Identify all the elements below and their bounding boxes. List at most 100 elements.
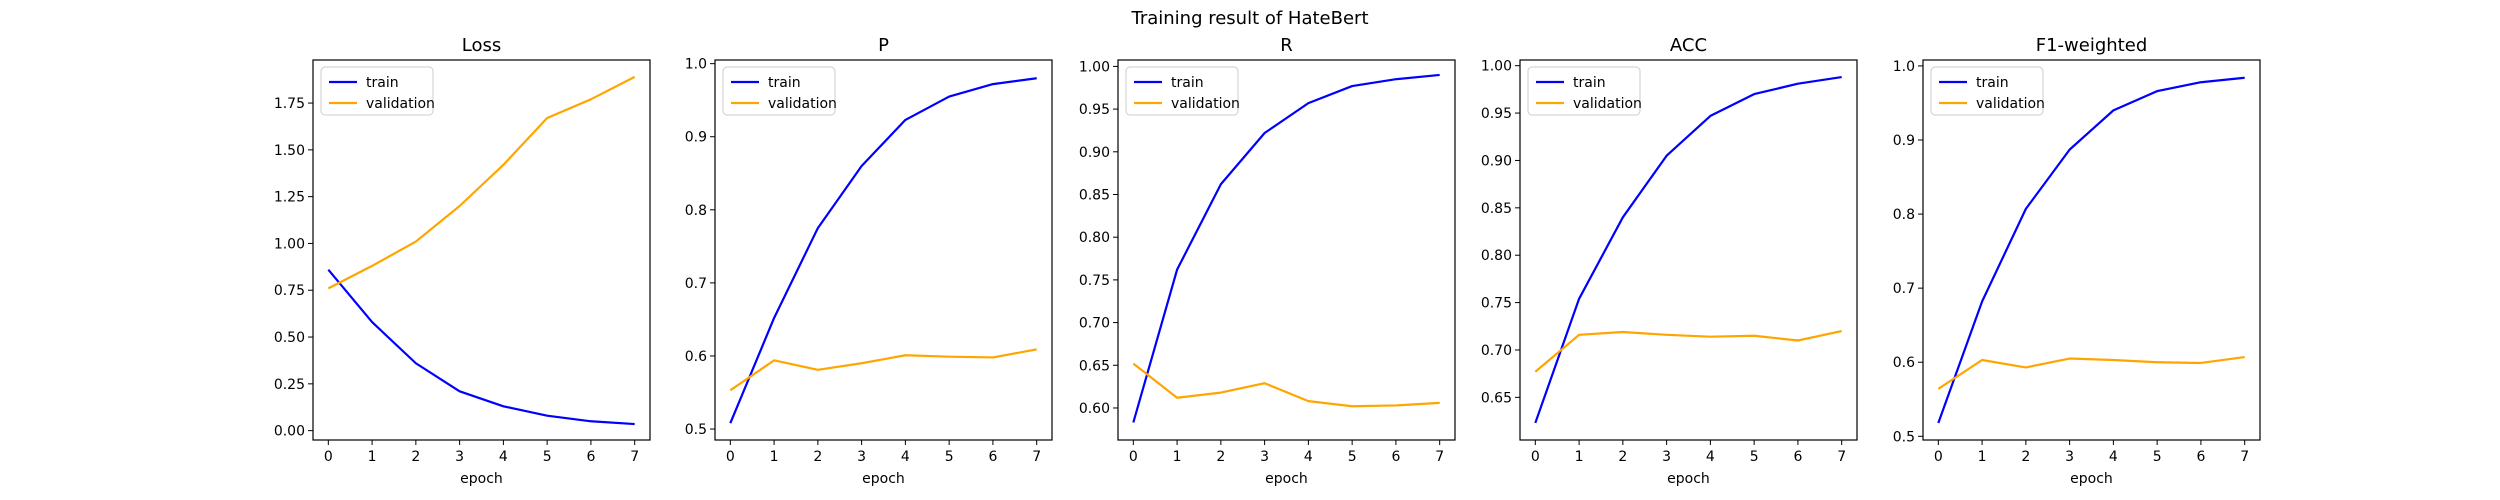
x-tick-label: 5 xyxy=(945,449,954,465)
y-tick-label: 0.50 xyxy=(274,330,305,346)
legend-label-train: train xyxy=(366,75,399,91)
x-tick-label: 5 xyxy=(1750,449,1759,465)
x-axis-label: epoch xyxy=(862,471,905,487)
subplot-title: Loss xyxy=(462,35,501,56)
x-tick-label: 1 xyxy=(1978,449,1987,465)
plot-frame xyxy=(1117,59,1456,441)
y-tick-label: 0.7 xyxy=(1893,281,1915,297)
y-tick-label: 0.75 xyxy=(274,283,305,299)
x-tick-label: 3 xyxy=(455,449,464,465)
series-line-train xyxy=(1937,76,2245,424)
series-line-train xyxy=(1534,75,1842,424)
y-tick-label: 0.9 xyxy=(1893,133,1915,149)
y-tick-label: 0.85 xyxy=(1481,201,1512,217)
y-tick-label: 0.70 xyxy=(1079,316,1110,332)
legend-label-validation: validation xyxy=(768,96,837,112)
x-tick-label: 5 xyxy=(1348,449,1357,465)
legend-label-validation: validation xyxy=(1171,96,1240,112)
series-line-train xyxy=(327,268,635,426)
y-tick-label: 0.80 xyxy=(1079,230,1110,246)
y-tick-label: 0.70 xyxy=(1481,343,1512,359)
x-tick-label: 1 xyxy=(1575,449,1584,465)
legend: train validation xyxy=(722,66,837,116)
y-tick-label: 0.7 xyxy=(685,276,707,292)
x-tick-label: 4 xyxy=(499,449,508,465)
plot-frame xyxy=(714,59,1053,441)
plot-frame xyxy=(312,59,651,441)
legend-label-validation: validation xyxy=(1976,96,2045,112)
x-tick-label: 1 xyxy=(770,449,779,465)
y-tick-label: 0.25 xyxy=(274,377,305,393)
y-tick-label: 0.85 xyxy=(1079,187,1110,203)
x-tick-label: 4 xyxy=(1304,449,1313,465)
subplot-title: F1-weighted xyxy=(2036,35,2148,56)
y-tick-label: 0.90 xyxy=(1079,145,1110,161)
x-tick-label: 4 xyxy=(1706,449,1715,465)
x-tick-label: 3 xyxy=(857,449,866,465)
legend: train validation xyxy=(1930,66,2045,116)
y-tick-label: 0.65 xyxy=(1481,390,1512,406)
x-tick-label: 5 xyxy=(2153,449,2162,465)
x-tick-label: 0 xyxy=(1934,449,1943,465)
x-tick-label: 7 xyxy=(1032,449,1041,465)
y-tick-label: 0.00 xyxy=(274,424,305,440)
legend-label-train: train xyxy=(1976,75,2009,91)
x-tick-label: 6 xyxy=(988,449,997,465)
x-axis-label: epoch xyxy=(460,471,503,487)
y-tick-label: 1.00 xyxy=(1079,59,1110,75)
y-tick-label: 1.00 xyxy=(274,236,305,252)
y-tick-label: 0.5 xyxy=(685,422,707,438)
legend-label-train: train xyxy=(768,75,801,91)
y-tick-label: 0.90 xyxy=(1481,153,1512,169)
y-tick-label: 0.6 xyxy=(1893,355,1915,371)
x-tick-label: 3 xyxy=(1662,449,1671,465)
subplot-2: R 0 1 2 3 4 5 6 7 0.60 0.65 0.70 0.75 0.80 0.85 0.90 0.9… xyxy=(1079,35,1456,487)
legend-label-validation: validation xyxy=(366,96,435,112)
y-tick-label: 1.0 xyxy=(1893,59,1915,75)
y-tick-label: 0.8 xyxy=(685,203,707,219)
x-tick-label: 2 xyxy=(2021,449,2030,465)
x-axis-label: epoch xyxy=(1265,471,1308,487)
series-line-validation xyxy=(327,75,636,290)
y-tick-label: 1.25 xyxy=(274,190,305,206)
y-tick-label: 0.75 xyxy=(1079,273,1110,289)
legend-label-train: train xyxy=(1573,75,1606,91)
legend-label-validation: validation xyxy=(1573,96,1642,112)
x-tick-label: 1 xyxy=(1173,449,1182,465)
y-tick-label: 0.95 xyxy=(1481,106,1512,122)
y-tick-label: 0.75 xyxy=(1481,296,1512,312)
x-tick-label: 6 xyxy=(586,449,595,465)
x-tick-label: 4 xyxy=(2109,449,2118,465)
x-tick-label: 6 xyxy=(1793,449,1802,465)
x-tick-label: 2 xyxy=(1216,449,1225,465)
legend-label-train: train xyxy=(1171,75,1204,91)
series-line-validation xyxy=(1937,355,2245,390)
legend: train validation xyxy=(1125,66,1240,116)
subplot-1: P 0 1 2 3 4 5 6 7 0.5 0.6 0.7 0.8 0.9 1.0 epoch train val… xyxy=(685,35,1053,487)
y-tick-label: 0.95 xyxy=(1079,102,1110,118)
x-tick-label: 2 xyxy=(813,449,822,465)
x-tick-label: 7 xyxy=(1837,449,1846,465)
legend: train validation xyxy=(320,66,435,116)
x-tick-label: 6 xyxy=(2196,449,2205,465)
y-tick-label: 0.60 xyxy=(1079,401,1110,417)
y-tick-label: 0.80 xyxy=(1481,248,1512,264)
y-tick-label: 0.65 xyxy=(1079,358,1110,374)
x-tick-label: 3 xyxy=(2065,449,2074,465)
y-tick-label: 0.9 xyxy=(685,130,707,146)
series-line-validation xyxy=(1132,362,1440,408)
plot-frame xyxy=(1519,59,1858,441)
x-tick-label: 0 xyxy=(324,449,333,465)
subplot-title: R xyxy=(1280,35,1293,56)
subplot-title: ACC xyxy=(1670,35,1707,56)
y-tick-label: 1.00 xyxy=(1481,59,1512,75)
subplot-4: F1-weighted 0 1 2 3 4 5 6 7 0.5 0.6 0.7 0.8 0.9 1.0 epo… xyxy=(1893,35,2261,487)
x-tick-label: 1 xyxy=(368,449,377,465)
y-tick-label: 0.5 xyxy=(1893,429,1915,445)
legend: train validation xyxy=(1527,66,1642,116)
x-tick-label: 7 xyxy=(2240,449,2249,465)
x-tick-label: 2 xyxy=(1618,449,1627,465)
x-tick-label: 0 xyxy=(1129,449,1138,465)
x-tick-label: 3 xyxy=(1260,449,1269,465)
series-line-train xyxy=(729,77,1037,424)
